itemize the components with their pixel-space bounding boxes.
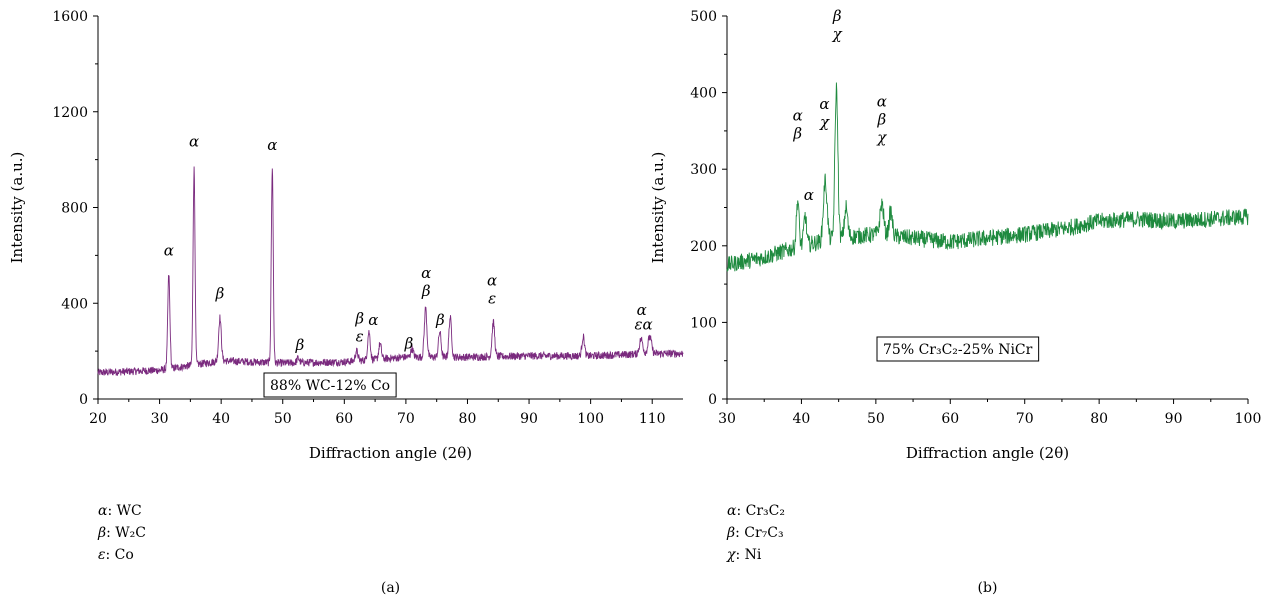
legend-entry: χ: Ni [726, 547, 762, 563]
y-tick-label: 800 [61, 201, 88, 217]
y-tick-label: 500 [690, 9, 717, 25]
peak-label: εα [634, 316, 652, 334]
legend-symbol: β [97, 525, 106, 541]
legend-text: : Ni [735, 547, 761, 563]
x-tick-label: 60 [335, 411, 353, 427]
panel-label: (a) [381, 580, 400, 596]
peak-label: β [792, 125, 802, 143]
peak-label: β [832, 7, 842, 25]
legend-symbol: χ [726, 547, 737, 563]
composition-box [876, 336, 1040, 362]
legend-text: : W₂C [106, 525, 146, 541]
peak-label: α [637, 301, 647, 319]
x-axis-label: Diffraction angle (2θ) [906, 444, 1069, 462]
legend-text: : Co [106, 547, 134, 563]
y-tick-label: 1200 [52, 105, 88, 121]
peak-label: α [819, 95, 829, 113]
legend-text: : WC [107, 503, 141, 519]
peak-label: β [421, 282, 431, 300]
chart-panel-a: 20 30 40 50 60 70 80 90 100 110 0 400 800 1200 1600 Dif… [8, 9, 684, 596]
legend-entry: ε: Co [98, 547, 134, 563]
x-tick-label: 110 [639, 411, 666, 427]
x-tick-label: 90 [1165, 411, 1183, 427]
peak-label: χ [876, 128, 887, 146]
peak-label: β [295, 336, 305, 354]
x-tick-label: 70 [1016, 411, 1034, 427]
peak-label: β [435, 311, 445, 329]
x-tick-label: 100 [577, 411, 604, 427]
y-axis-label: Intensity (a.u.) [8, 152, 26, 264]
legend-entry: α: Cr₃C₂ [727, 503, 785, 519]
y-axis-label: Intensity (a.u.) [649, 152, 667, 264]
diffraction-series-line [726, 82, 1249, 272]
y-tick-label: 400 [61, 296, 88, 312]
peak-label: α [877, 92, 887, 110]
peak-label: α [189, 132, 199, 150]
x-tick-label: 30 [718, 411, 736, 427]
peak-label: α [793, 107, 803, 125]
composition-label: 75% Cr₃C₂-25% NiCr [883, 342, 1033, 358]
panel-label: (b) [978, 580, 998, 596]
y-tick-label: 400 [690, 86, 717, 102]
y-tick-label: 1600 [52, 9, 88, 25]
y-tick-label: 0 [708, 392, 717, 408]
x-tick-label: 40 [793, 411, 811, 427]
legend-symbol: α [98, 503, 108, 519]
legend-entry: α: WC [98, 503, 142, 519]
x-tick-label: 80 [459, 411, 477, 427]
peak-label: α [421, 264, 431, 282]
legend-symbol: β [726, 525, 735, 541]
legend-text: : Cr₇C₃ [735, 525, 784, 541]
y-tick-label: 100 [690, 315, 717, 331]
peak-label: ε [488, 289, 496, 307]
peak-label: χ [832, 25, 843, 43]
peak-label: χ [819, 113, 830, 131]
y-tick-label: 0 [79, 392, 88, 408]
peak-label: β [404, 335, 414, 353]
x-tick-label: 50 [867, 411, 885, 427]
peak-label: α [267, 136, 277, 154]
legend-symbol: α [727, 503, 737, 519]
peak-label: α [164, 241, 174, 259]
x-tick-label: 90 [520, 411, 538, 427]
x-tick-label: 60 [941, 411, 959, 427]
legend-entry: β: Cr₇C₃ [726, 525, 784, 541]
diffraction-series-line [97, 166, 684, 376]
x-axis-label: Diffraction angle (2θ) [309, 444, 472, 462]
x-tick-label: 100 [1235, 411, 1262, 427]
legend-symbol: ε [98, 547, 106, 563]
x-tick-label: 20 [89, 411, 107, 427]
chart-panel-b: 30 40 50 60 70 80 90 100 0 100 200 300 400 500 Diffrac… [649, 7, 1261, 596]
peak-label: α [368, 311, 378, 329]
x-tick-label: 30 [151, 411, 169, 427]
composition-box [263, 372, 397, 398]
x-tick-label: 50 [274, 411, 292, 427]
x-tick-label: 70 [397, 411, 415, 427]
peak-label: β [876, 110, 886, 128]
x-tick-label: 40 [212, 411, 230, 427]
y-tick-label: 300 [690, 162, 717, 178]
peak-label: β [215, 284, 225, 302]
x-tick-label: 80 [1090, 411, 1108, 427]
legend-entry: β: W₂C [97, 525, 146, 541]
peak-label: ε [356, 328, 364, 346]
peak-label: α [487, 271, 497, 289]
legend-text: : Cr₃C₂ [736, 503, 785, 519]
peak-label: β [354, 310, 364, 328]
y-tick-label: 200 [690, 239, 717, 255]
composition-label: 88% WC-12% Co [270, 378, 390, 394]
peak-label: α [804, 186, 814, 204]
